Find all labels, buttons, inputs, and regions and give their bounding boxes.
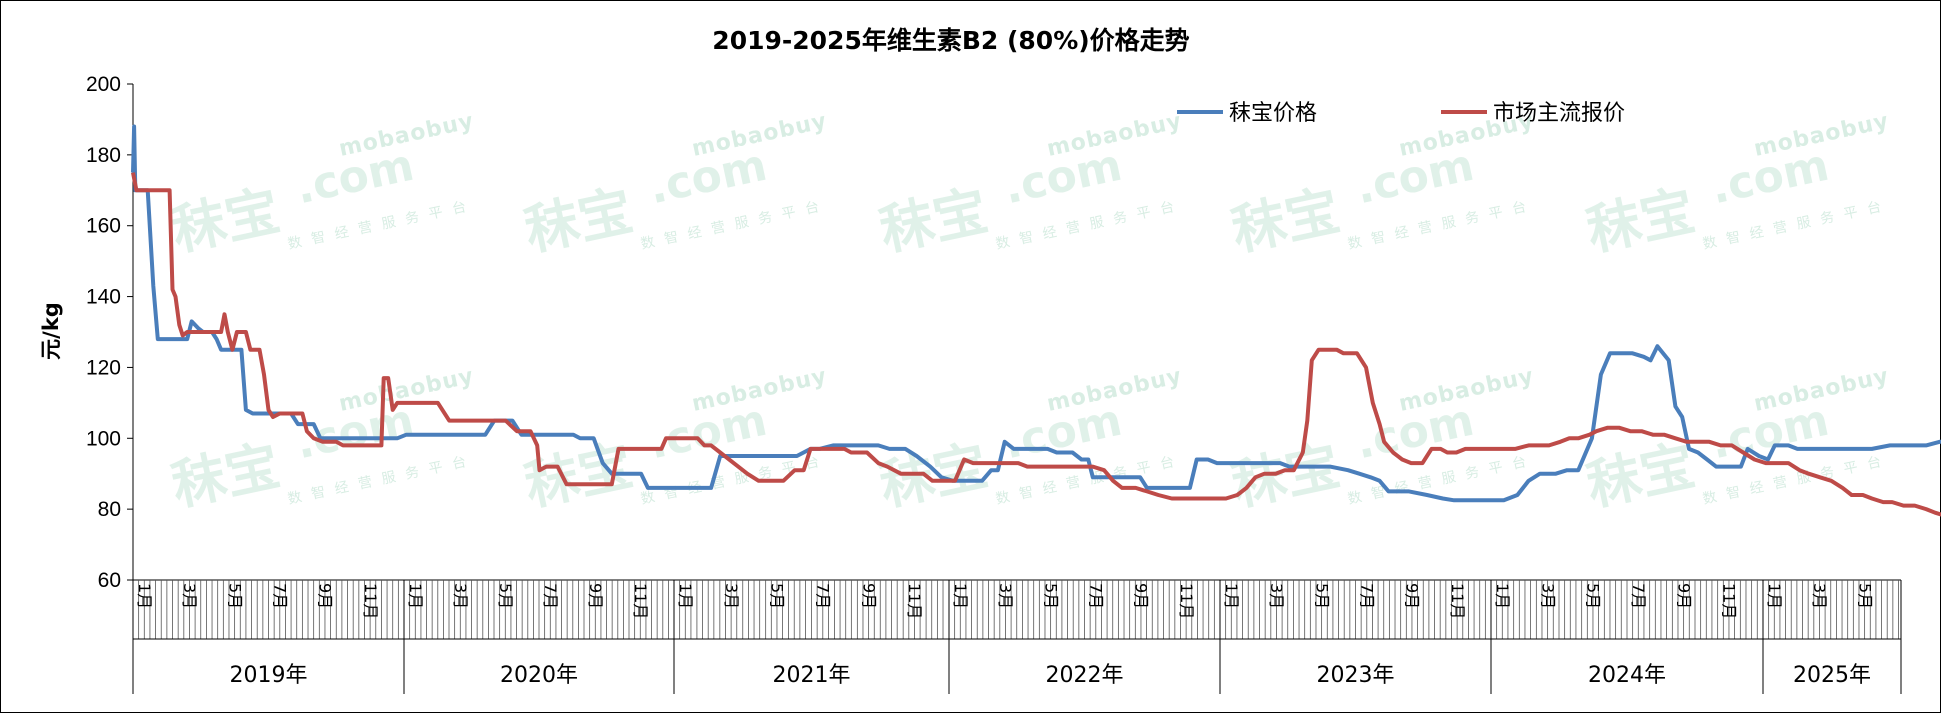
x-month-label: 11月 [631,583,650,619]
x-month-label: 1月 [135,583,154,609]
watermark-main: 秣宝 [1226,179,1345,263]
legend: 秣宝价格 市场主流报价 [1177,101,1625,126]
x-month-label: 3月 [451,583,470,609]
y-axis: 60 80 100 120 140 160 180 200 [86,73,134,592]
x-month-label: 7月 [1087,583,1106,609]
x-month-label: 1月 [1222,583,1241,609]
x-month-label: 5月 [1584,583,1603,609]
x-month-label: 5月 [496,583,515,609]
x-month-label: 7月 [1358,583,1377,609]
x-month-label: 5月 [225,583,244,609]
watermark-main: 秣宝 [1226,434,1345,518]
watermark-main: 秣宝 [1581,434,1700,518]
x-month-label: 11月 [1720,583,1739,619]
series-line-mobao-price [131,124,1941,503]
legend-label: 秣宝价格 [1229,101,1317,126]
x-month-label: 7月 [1629,583,1648,609]
x-month-label: 9月 [1403,583,1422,609]
series-line-market-quote [131,172,1941,517]
watermark-main: 秣宝 [166,434,285,518]
year-label: 2021年 [773,663,851,688]
y-axis-label: 元/kg [39,302,63,360]
x-month-label: 5月 [1041,583,1060,609]
y-tick-label: 100 [86,427,121,450]
series-layer [131,124,1941,517]
y-tick-label: 120 [86,356,121,379]
x-month-label: 1月 [951,583,970,609]
x-month-label: 9月 [1132,583,1151,609]
watermark-main: 秣宝 [166,179,285,263]
year-label: 2024年 [1588,663,1666,688]
year-label: 2020年 [500,663,578,688]
year-label: 2025年 [1793,663,1871,688]
x-month-label: 3月 [996,583,1015,609]
y-tick-label: 60 [98,569,121,592]
legend-label: 市场主流报价 [1493,101,1625,126]
y-tick-label: 180 [86,144,121,167]
y-tick-label: 160 [86,215,121,238]
x-month-label: 3月 [1810,583,1829,609]
y-tick-label: 140 [86,286,121,309]
watermark-main: 秣宝 [874,179,993,263]
x-month-label: 9月 [316,583,335,609]
chart-title: 2019-2025年维生素B2 (80%)价格走势 [712,26,1189,55]
x-month-label: 9月 [1674,583,1693,609]
x-month-label: 3月 [1538,583,1557,609]
x-month-label: 5月 [1312,583,1331,609]
x-month-label: 11月 [1177,583,1196,619]
y-tick-label: 200 [86,73,121,96]
x-month-label: 11月 [905,583,924,619]
x-month-label: 1月 [1493,583,1512,609]
x-month-label: 5月 [1855,583,1874,609]
x-axis: 1月 3月 5月 7月 9月 11月 1月 3月 5月 7月 9月 11月 1月 3月 5月 7月 9月 11月 1… [132,579,1902,694]
x-month-label: 1月 [1765,583,1784,609]
x-month-label: 3月 [722,583,741,609]
x-month-label: 3月 [1267,583,1286,609]
x-month-label: 1月 [406,583,425,609]
x-month-label: 7月 [271,583,290,609]
watermark-main: 秣宝 [1581,179,1700,263]
watermark-main: 秣宝 [519,179,638,263]
year-label: 2022年 [1046,663,1124,688]
year-label: 2023年 [1317,663,1395,688]
x-month-label: 9月 [586,583,605,609]
x-month-label: 9月 [859,583,878,609]
y-tick-label: 80 [98,498,121,521]
x-month-label: 3月 [180,583,199,609]
x-month-label: 1月 [676,583,695,609]
x-month-label: 11月 [361,583,380,619]
x-month-label: 7月 [541,583,560,609]
year-label: 2019年 [230,663,308,688]
x-month-label: 11月 [1448,583,1467,619]
x-month-label: 5月 [768,583,787,609]
watermark-main: 秣宝 [874,434,993,518]
x-month-label: 7月 [814,583,833,609]
